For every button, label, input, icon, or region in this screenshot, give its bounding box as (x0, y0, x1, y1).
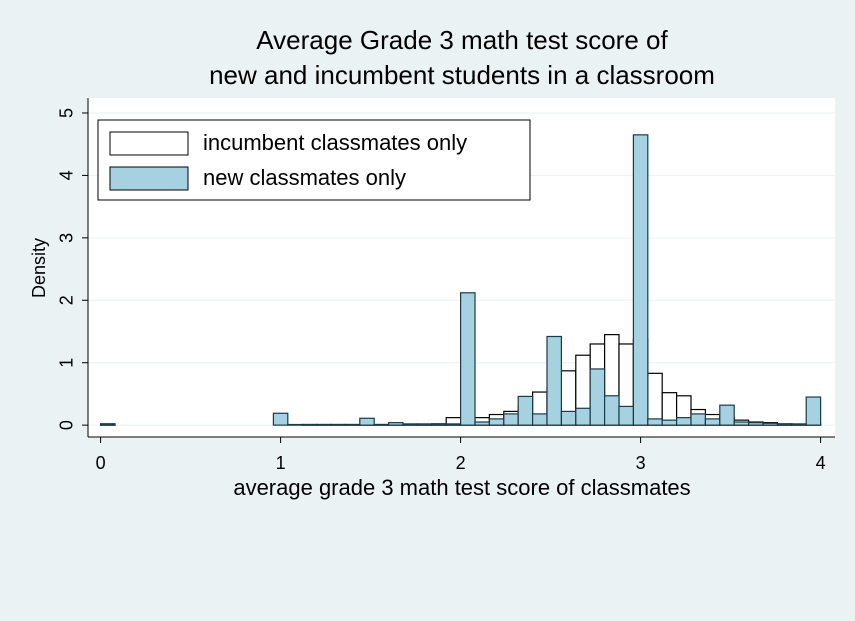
bar (531, 413, 548, 426)
bar (99, 423, 116, 426)
legend-swatch (109, 166, 189, 191)
x-tick-label: 4 (816, 453, 826, 473)
y-tick-label: 3 (57, 233, 77, 243)
bar (517, 395, 534, 426)
y-tick-label: 4 (57, 170, 77, 180)
bar (575, 407, 591, 426)
bar (589, 368, 606, 426)
bar (503, 413, 519, 426)
bar (618, 405, 634, 426)
bar (704, 418, 721, 426)
bar (632, 134, 649, 426)
x-tick-label: 0 (96, 453, 106, 473)
bar (661, 419, 678, 426)
bar (675, 417, 692, 426)
bar (733, 421, 750, 426)
bar (546, 335, 562, 426)
x-tick-label: 3 (636, 453, 646, 473)
legend-swatch (109, 131, 189, 156)
legend-label: new classmates only (203, 165, 406, 190)
bar (488, 418, 505, 426)
bar (719, 404, 735, 426)
bar (776, 423, 793, 426)
bar (416, 423, 433, 426)
chart-title: Average Grade 3 math test score of (256, 25, 668, 55)
x-axis-label: average grade 3 math test score of class… (233, 475, 690, 500)
bar (359, 417, 375, 426)
bar (316, 423, 332, 426)
x-tick-label: 2 (456, 453, 466, 473)
bar (647, 418, 663, 426)
y-tick-label: 1 (57, 358, 77, 368)
x-tick-label: 1 (276, 453, 286, 473)
bar (474, 421, 490, 426)
bar (603, 395, 620, 426)
bar (373, 423, 390, 426)
bar (791, 423, 807, 426)
legend-label: incumbent classmates only (203, 130, 467, 155)
bar (762, 422, 778, 426)
bar (431, 423, 447, 426)
bar (272, 412, 289, 426)
bar (388, 422, 404, 426)
bar (647, 372, 663, 426)
y-tick-label: 0 (57, 420, 77, 430)
bar (344, 423, 361, 426)
bar (445, 423, 462, 426)
bar (330, 423, 346, 426)
bar (690, 413, 706, 426)
bar (301, 423, 318, 426)
bar (747, 422, 764, 426)
bar (460, 292, 476, 426)
bar (402, 423, 418, 426)
y-axis-label: Density (29, 238, 49, 298)
bar (560, 410, 577, 426)
bar (287, 423, 303, 426)
bar (805, 396, 822, 426)
chart-title: new and incumbent students in a classroo… (209, 60, 715, 90)
y-tick-label: 5 (57, 108, 77, 118)
y-tick-label: 2 (57, 295, 77, 305)
